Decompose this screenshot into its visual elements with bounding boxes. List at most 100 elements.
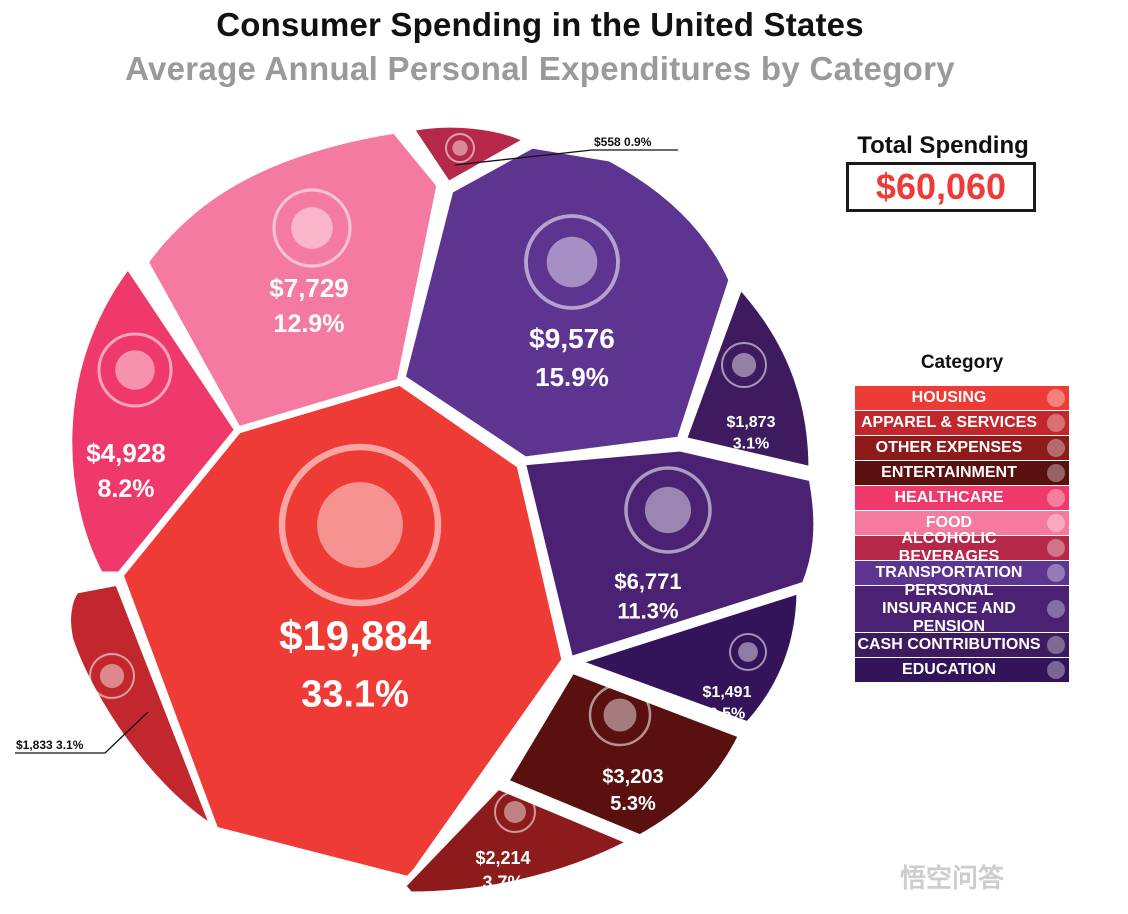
legend: HOUSING APPAREL & SERVICES OTHER EXPENSES E… [855, 386, 1069, 682]
percent-label-entertainment: 5.3% [610, 793, 656, 815]
slice-shape-other-expenses [398, 782, 636, 899]
callout-label-alcoholic-beverages: $558 0.9% [594, 135, 652, 149]
legend-item-entertainment: ENTERTAINMENT [855, 461, 1069, 485]
slice-transportation: $9,576 15.9% [398, 141, 736, 464]
percent-label-food: 12.9% [274, 310, 345, 338]
legend-label-apparel-and-services: APPAREL & SERVICES [860, 414, 1038, 431]
percent-label-healthcare: 8.2% [98, 475, 155, 503]
callout-apparel-and-services: $1,833 3.1% [15, 711, 149, 754]
slice-shape-personal-insurance-and-pension [518, 444, 821, 664]
callout-alcoholic-beverages: $558 0.9% [454, 135, 678, 166]
dollar-icon [494, 791, 536, 833]
slice-shape-apparel-and-services [64, 578, 219, 834]
callout-label-apparel-and-services: $1,833 3.1% [16, 738, 84, 752]
slice-shape-education [571, 586, 804, 729]
bus-car-icon [1047, 564, 1065, 582]
hand-coin-icon [1047, 636, 1065, 654]
legend-item-apparel-and-services: APPAREL & SERVICES [855, 411, 1069, 435]
house-icon-glyph [317, 482, 403, 568]
drinks-icon [445, 133, 475, 163]
value-label-cash-contributions: $1,873 [727, 414, 776, 431]
dollar-icon-glyph [504, 801, 526, 823]
legend-label-alcoholic-beverages: ALCOHOLIC BEVERAGES [898, 530, 1000, 565]
fork-spoon-icon [1047, 514, 1065, 532]
slice-education: $1,491 2.5% [571, 586, 804, 729]
bus-car-icon-glyph [546, 236, 598, 288]
slice-entertainment: $3,203 5.3% [501, 666, 746, 842]
percent-label-housing: 33.1% [301, 674, 409, 716]
callout-line-alcoholic-beverages [454, 149, 678, 166]
slice-healthcare: $4,928 8.2% [65, 261, 242, 579]
callout-line-apparel-and-services [15, 711, 149, 754]
graduate-icon-glyph [738, 642, 758, 662]
legend-label-entertainment: ENTERTAINMENT [881, 464, 1017, 481]
legend-title: Category [920, 352, 1004, 373]
legend-item-food: FOOD [855, 511, 1069, 535]
drinks-icon [1047, 539, 1065, 557]
total-spending-value: $60,060 [846, 162, 1036, 212]
value-label-healthcare: $4,928 [86, 438, 166, 468]
house-icon [1047, 389, 1065, 407]
legend-label-other-expenses: OTHER EXPENSES [875, 439, 1023, 456]
slice-shape-food [141, 126, 444, 434]
house-icon [278, 443, 442, 607]
value-label-housing: $19,884 [279, 612, 431, 659]
percent-label-other-expenses: 3.7% [482, 872, 523, 892]
legend-item-housing: HOUSING [855, 386, 1069, 410]
legend-label-cash-contributions: CASH CONTRIBUTIONS [857, 636, 1041, 653]
graduate-icon [1047, 661, 1065, 679]
hand-medical-icon [97, 332, 173, 408]
legend-label-personal-insurance-and-pension: PERSONAL INSURANCE AND PENSION [882, 582, 1016, 635]
slice-cash-contributions: $1,873 3.1% [679, 281, 816, 474]
percent-label-transportation: 15.9% [535, 362, 609, 392]
percent-label-education: 2.5% [709, 706, 745, 723]
legend-item-cash-contributions: CASH CONTRIBUTIONS [855, 633, 1069, 657]
umbrella-money-icon [1047, 600, 1065, 618]
watermark-text: 悟空问答 [900, 863, 1005, 893]
slice-other-expenses: $2,214 3.7% [398, 782, 636, 899]
value-label-personal-insurance-and-pension: $6,771 [614, 569, 681, 594]
legend-label-housing: HOUSING [911, 389, 987, 406]
percent-label-cash-contributions: 3.1% [733, 436, 769, 453]
dollar-icon [1047, 439, 1065, 457]
legend-item-personal-insurance-and-pension: PERSONAL INSURANCE AND PENSION [855, 582, 1069, 635]
hand-coin-icon [721, 342, 767, 388]
shirt-icon [89, 653, 135, 699]
theater-masks-icon-glyph [603, 698, 637, 732]
umbrella-money-icon [624, 466, 712, 554]
slice-personal-insurance-and-pension: $6,771 11.3% [518, 444, 821, 664]
value-label-transportation: $9,576 [529, 323, 615, 354]
hand-coin-icon-glyph [731, 352, 757, 378]
value-label-entertainment: $3,203 [602, 766, 663, 788]
graduate-icon [729, 633, 767, 671]
hand-medical-icon-glyph [115, 350, 155, 390]
value-label-other-expenses: $2,214 [475, 848, 530, 868]
theater-masks-icon [588, 683, 652, 747]
legend-item-healthcare: HEALTHCARE [855, 486, 1069, 510]
legend-item-other-expenses: OTHER EXPENSES [855, 436, 1069, 460]
fork-spoon-icon [272, 188, 352, 268]
percent-label-personal-insurance-and-pension: 11.3% [617, 599, 678, 624]
chart-subtitle: Average Annual Personal Expenditures by … [125, 50, 955, 87]
theater-masks-icon [1047, 464, 1065, 482]
shirt-icon-glyph [99, 663, 125, 689]
legend-item-alcoholic-beverages: ALCOHOLIC BEVERAGES [855, 530, 1069, 565]
legend-label-education: EDUCATION [902, 661, 996, 678]
value-label-education: $1,491 [703, 684, 752, 701]
chart-title: Consumer Spending in the United States [216, 6, 864, 43]
legend-label-healthcare: HEALTHCARE [894, 489, 1004, 506]
value-label-food: $7,729 [269, 273, 349, 303]
legend-item-education: EDUCATION [855, 658, 1069, 682]
legend-label-food: FOOD [925, 514, 973, 531]
legend-item-transportation: TRANSPORTATION [855, 561, 1069, 585]
hand-medical-icon [1047, 489, 1065, 507]
slice-shape-alcoholic-beverages [406, 120, 532, 189]
umbrella-money-icon-glyph [644, 486, 692, 534]
fork-spoon-icon-glyph [291, 207, 333, 249]
slice-alcoholic-beverages [406, 120, 532, 189]
bus-car-icon [524, 214, 620, 310]
total-spending-label: Total Spending [857, 132, 1029, 159]
shirt-icon [1047, 414, 1065, 432]
legend-label-transportation: TRANSPORTATION [875, 564, 1023, 581]
